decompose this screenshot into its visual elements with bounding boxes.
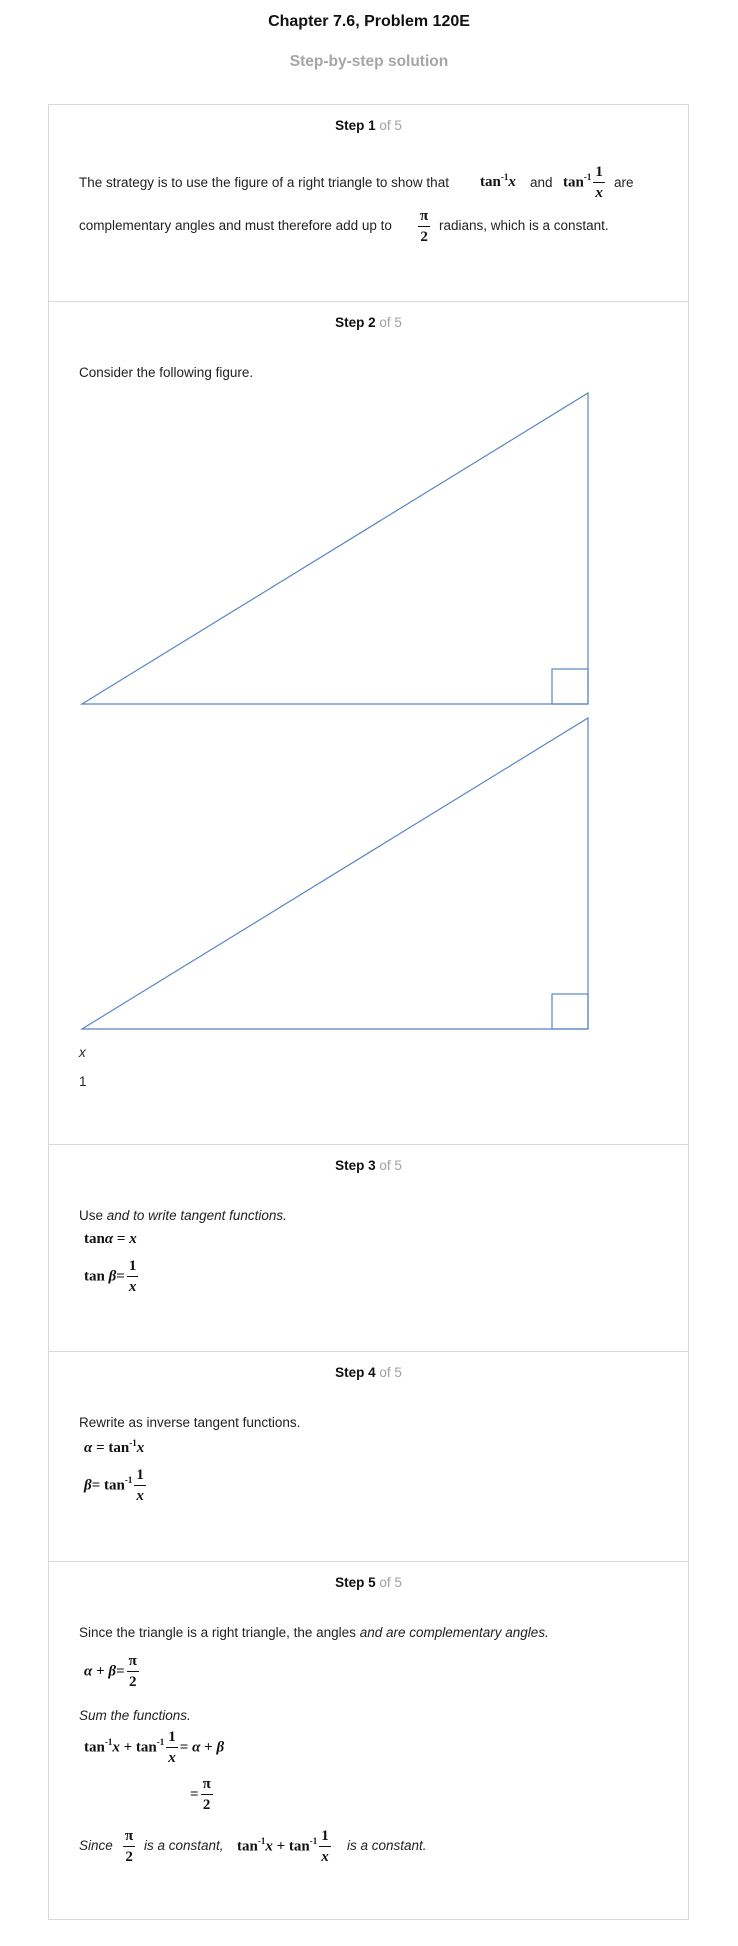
step-3-header: Step 3 of 5 — [49, 1158, 688, 1173]
eq-sum-line-1: tan-1x + tan-1 1 x = α + β — [84, 1729, 225, 1766]
step-5-text-a: Since the triangle is a right triangle, … — [79, 1625, 549, 1640]
step-3-card: Step 3 of 5 Use and to write tangent fun… — [48, 1144, 689, 1352]
step-1-header: Step 1 of 5 — [49, 118, 688, 133]
step-label: Step 2 — [335, 315, 376, 330]
step-label: Step 4 — [335, 1365, 376, 1380]
eq-tan-beta: tan β= 1 x — [84, 1258, 139, 1295]
label-1: 1 — [79, 1074, 87, 1089]
eq-sum-line-2: = π 2 — [190, 1776, 213, 1813]
step-of-total: of 5 — [379, 1158, 402, 1173]
page-subtitle: Step-by-step solution — [289, 53, 449, 70]
step-5-text-const-a: is a constant, — [144, 1838, 224, 1853]
eq-beta-arctan: β= tan-1 1 x — [84, 1467, 146, 1504]
step-2-text: Consider the following figure. — [79, 365, 254, 380]
step-of-total: of 5 — [379, 315, 402, 330]
step-of-total: of 5 — [379, 1575, 402, 1590]
step-label: Step 5 — [335, 1575, 376, 1590]
math-arctan-one-over-x: tan-1 1 x — [563, 164, 605, 201]
step-of-total: of 5 — [379, 1365, 402, 1380]
step-2-header: Step 2 of 5 — [49, 315, 688, 330]
eq-tan-alpha: tanα = x — [84, 1231, 137, 1247]
step-4-text: Rewrite as inverse tangent functions. — [79, 1415, 301, 1430]
step-5-text-sum: Sum the functions. — [79, 1708, 191, 1723]
step-2-card: Step 2 of 5 Consider the following figur… — [48, 301, 689, 1145]
step-1-text-are: are — [614, 175, 634, 190]
right-triangle-figure-2 — [79, 716, 589, 1030]
step-1-text-and: and — [530, 175, 553, 190]
step-5-header: Step 5 of 5 — [49, 1575, 688, 1590]
step-4-card: Step 4 of 5 Rewrite as inverse tangent f… — [48, 1351, 689, 1562]
math-sum-inline: tan-1x + tan-1 1 x — [237, 1828, 331, 1865]
right-triangle-figure-1 — [79, 391, 589, 705]
step-5-text-const-b: is a constant. — [347, 1838, 427, 1853]
step-1-text-b: complementary angles and must therefore … — [79, 218, 392, 233]
eq-alpha-plus-beta: α + β= π 2 — [84, 1653, 139, 1690]
label-x: x — [79, 1045, 86, 1060]
page-title: Chapter 7.6, Problem 120E — [268, 13, 470, 30]
step-of-total: of 5 — [379, 118, 402, 133]
step-label: Step 1 — [335, 118, 376, 133]
step-3-text: Use and to write tangent functions. — [79, 1208, 287, 1223]
step-4-header: Step 4 of 5 — [49, 1365, 688, 1380]
math-arctan-x: tan-1x — [480, 172, 516, 190]
step-1-text-c: radians, which is a constant. — [439, 218, 609, 233]
eq-alpha-arctan: α = tan-1x — [84, 1438, 145, 1456]
step-label: Step 3 — [335, 1158, 376, 1173]
step-1-card: Step 1 of 5 The strategy is to use the f… — [48, 104, 689, 302]
step-5-text-since: Since — [79, 1838, 113, 1853]
step-5-card: Step 5 of 5 Since the triangle is a righ… — [48, 1561, 689, 1920]
step-1-text-a: The strategy is to use the figure of a r… — [79, 175, 449, 190]
